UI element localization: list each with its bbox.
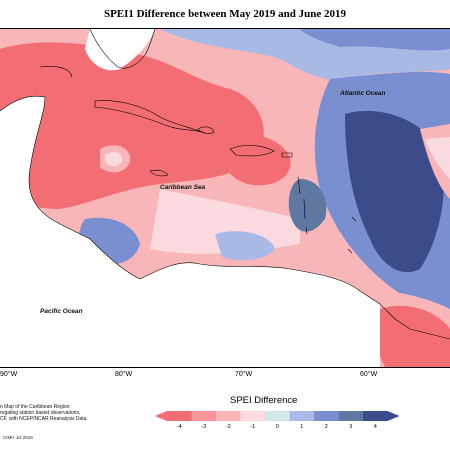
legend-swatch [314, 411, 339, 421]
legend-swatch-max [387, 411, 400, 421]
legend-tick-label: 4 [373, 424, 377, 430]
anomaly-red-west [0, 42, 264, 210]
lon-60w: 60°W [360, 371, 378, 378]
lon-70w: 70°W [235, 371, 253, 378]
anomaly-gray-antilles [288, 179, 327, 232]
map-canvas: Atlantic Ocean Caribbean Sea Pacific Oce… [0, 29, 450, 367]
legend-tick-label: -1 [250, 424, 256, 430]
legend-swatch [265, 411, 290, 421]
anomaly-red-hispaniola [221, 134, 291, 186]
legend-swatch [167, 411, 192, 421]
footnote-line-3: CF, with NCEP/NCAR Reanalysis Data. [0, 416, 88, 422]
atlantic-label: Atlantic Ocean [339, 90, 386, 97]
legend-swatch [363, 411, 388, 421]
land-north-america [85, 29, 155, 71]
legend-swatch [191, 411, 216, 421]
footnote-line-1: n Map of the Caribbean Region [0, 404, 70, 410]
anomaly-lightpink-spot [105, 152, 123, 167]
legend-swatch [240, 411, 265, 421]
legend-tick-label: 2 [324, 424, 328, 430]
legend-tick-label: -3 [201, 424, 207, 430]
legend-swatch [289, 411, 314, 421]
caribbean-label: Caribbean Sea [160, 184, 206, 191]
legend-swatch [338, 411, 363, 421]
map-title: SPEI1 Difference between May 2019 and Ju… [103, 8, 347, 20]
legend-tick-label: 0 [275, 424, 279, 430]
legend-title: SPEI Difference [230, 395, 298, 406]
credit-text: CIMH Jul 2019 [3, 435, 33, 440]
pacific-label: Pacific Ocean [40, 308, 83, 315]
legend-tick-label: 3 [349, 424, 353, 430]
legend-tick-label: 1 [300, 424, 304, 430]
anomaly-red-guianas [375, 305, 450, 367]
legend-swatch-min [155, 411, 167, 421]
coastlines [0, 29, 450, 340]
land-south-america [140, 262, 380, 367]
lon-90w: 90°W [0, 371, 18, 378]
footnote-line-2: regating station based observations, [0, 410, 81, 416]
map-panel: Atlantic Ocean Caribbean Sea Pacific Oce… [0, 28, 450, 368]
anomaly-blue-venezuela [215, 231, 275, 261]
land-central-america [0, 96, 140, 367]
anomaly-blue-north-dark [300, 29, 450, 51]
legend-tick-label: -4 [176, 424, 182, 430]
lon-80w: 80°W [115, 371, 133, 378]
anomaly-lightpink-east [425, 137, 450, 179]
legend-swatch [216, 411, 241, 421]
legend-colorbar [155, 411, 400, 421]
anomaly-navy-atlantic [345, 110, 444, 273]
legend-tick-label: -2 [225, 424, 231, 430]
